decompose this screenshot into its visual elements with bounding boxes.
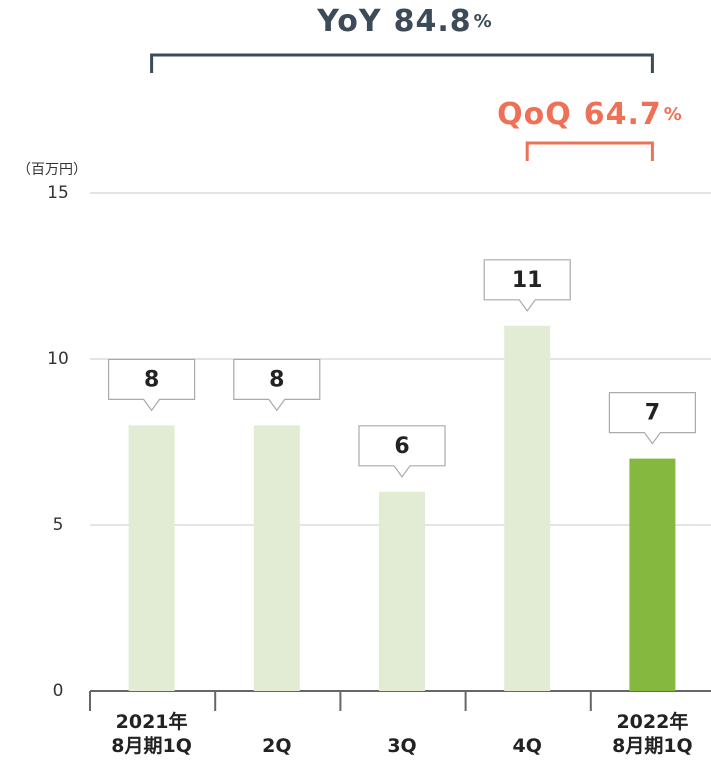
callout-box <box>608 392 696 445</box>
x-tick-label: 2021年 8月期1Q <box>111 711 192 757</box>
callout-box <box>233 358 321 412</box>
callout-box <box>108 358 196 412</box>
annotation: YoY 84.8% <box>316 4 492 39</box>
x-tick-label: 2Q <box>262 735 292 757</box>
value-label: 8 <box>144 367 159 392</box>
y-tick-label: 5 <box>53 515 64 535</box>
annotation-value: 64.7 <box>584 97 662 132</box>
annotation: QoQ 64.7% <box>497 97 683 132</box>
annotation-unit: % <box>664 104 683 125</box>
y-tick-label: 0 <box>53 681 64 701</box>
value-label: 8 <box>269 367 284 392</box>
y-tick-label: 15 <box>47 183 69 203</box>
bar <box>629 458 676 691</box>
y-tick-label: 10 <box>47 349 69 369</box>
bar <box>379 491 425 691</box>
value-label: 11 <box>512 268 543 293</box>
y-axis-label: （百万円） <box>17 162 87 178</box>
value-label: 7 <box>645 401 660 426</box>
annotation-label: YoY <box>316 4 382 39</box>
callout-box <box>358 425 446 478</box>
x-tick-label: 4Q <box>512 735 542 757</box>
x-tick-label: 2022年 8月期1Q <box>612 711 693 757</box>
annotation-value: 84.8 <box>394 4 472 39</box>
annotation-label: QoQ <box>497 97 572 132</box>
bracket <box>150 53 654 73</box>
annotation-unit: % <box>474 11 493 32</box>
bar <box>253 425 300 691</box>
bar <box>128 425 175 691</box>
x-tick-label: 3Q <box>387 735 417 757</box>
callout-box <box>483 259 571 312</box>
bar <box>504 325 551 691</box>
bracket <box>525 141 654 161</box>
value-label: 6 <box>394 434 409 459</box>
